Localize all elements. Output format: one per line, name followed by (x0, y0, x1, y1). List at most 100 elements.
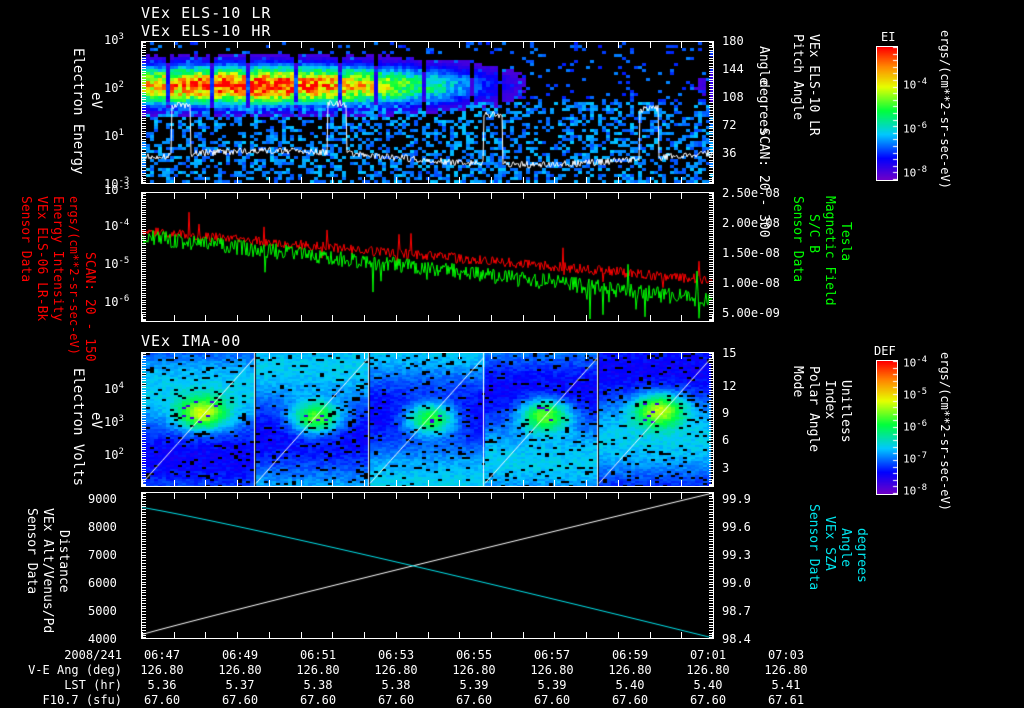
axis-tick (709, 606, 713, 607)
axis-tick (142, 368, 146, 369)
table-cell: 06:47 (143, 648, 181, 662)
axis-tick (142, 587, 146, 588)
axis-tick (554, 177, 555, 183)
axis-tick (142, 592, 146, 593)
panel4-ytick-1: 8000 (88, 520, 117, 534)
axis-tick (709, 118, 713, 119)
axis-tick (142, 424, 146, 425)
panel3-rtick-2: 9 (722, 406, 730, 420)
axis-tick (142, 71, 146, 72)
axis-tick (142, 484, 146, 485)
axis-tick (491, 632, 492, 638)
axis-tick (709, 437, 713, 438)
axis-tick (174, 193, 175, 199)
axis-tick (142, 245, 146, 246)
table-cell: 126.80 (140, 663, 184, 677)
panel3-right-label-3: Index (822, 380, 837, 420)
panel1-rtick-0: 180 (722, 34, 744, 48)
axis-tick (364, 480, 365, 486)
axis-tick (142, 405, 146, 406)
axis-tick (709, 380, 713, 381)
axis-tick (142, 582, 146, 583)
axis-tick (709, 469, 713, 470)
axis-tick (709, 432, 713, 433)
axis-tick (709, 407, 713, 408)
axis-tick (709, 444, 713, 445)
axis-tick (142, 471, 146, 472)
axis-tick (142, 58, 146, 59)
axis-tick (269, 315, 270, 321)
axis-tick (174, 353, 175, 359)
axis-tick (709, 617, 713, 618)
axis-tick (142, 139, 146, 140)
axis-tick (332, 480, 333, 486)
axis-tick (554, 480, 555, 486)
axis-tick (142, 278, 146, 279)
axis-tick (459, 632, 460, 638)
axis-tick (142, 81, 146, 82)
axis-tick (142, 417, 146, 418)
axis-tick (459, 315, 460, 321)
axis-tick (142, 452, 146, 453)
axis-tick (709, 200, 713, 201)
axis-tick (709, 476, 713, 477)
axis-tick (142, 266, 146, 267)
panel1-plot-area[interactable] (141, 41, 714, 184)
panel3-plot-area[interactable] (141, 352, 714, 487)
axis-tick (174, 42, 175, 48)
axis-tick (709, 528, 713, 529)
axis-tick (709, 378, 713, 379)
axis-tick (709, 514, 713, 515)
axis-tick (709, 110, 713, 111)
axis-tick (142, 252, 146, 253)
axis-tick (364, 177, 365, 183)
panel2-plot-area[interactable] (141, 192, 714, 322)
panel1-rtick-4: 36 (722, 146, 737, 160)
axis-tick (142, 611, 146, 612)
table-cell: 07:01 (689, 648, 727, 662)
axis-tick (237, 42, 238, 48)
axis-tick (142, 94, 146, 95)
axis-tick (709, 107, 713, 108)
table-cell: 67.60 (221, 693, 259, 707)
table-cell: 06:59 (611, 648, 649, 662)
axis-tick (709, 126, 713, 127)
axis-tick (142, 622, 146, 623)
axis-tick (709, 544, 713, 545)
table-cell: 5.38 (381, 678, 411, 692)
axis-tick (142, 506, 146, 507)
panel4-left-label-1: Sensor Data (24, 508, 39, 595)
axis-tick (709, 625, 713, 626)
axis-tick (142, 442, 146, 443)
axis-tick (709, 141, 713, 142)
axis-tick (428, 632, 429, 638)
axis-tick (142, 504, 146, 505)
axis-tick (709, 84, 713, 85)
panel1-y-axis-label: Electron Energy (70, 48, 86, 174)
axis-tick (709, 269, 713, 270)
panel1-ytick-1: 102 (104, 80, 124, 95)
axis-tick (142, 157, 146, 158)
axis-tick (142, 144, 146, 145)
axis-tick (142, 509, 146, 510)
axis-tick (428, 177, 429, 183)
axis-tick (709, 412, 713, 413)
table-cell: 67.60 (455, 693, 493, 707)
axis-tick (142, 123, 146, 124)
axis-tick (709, 400, 713, 401)
panel4-ytick-3: 6000 (88, 576, 117, 590)
axis-tick (142, 549, 146, 550)
axis-tick (364, 632, 365, 638)
table-cell: 126.80 (608, 663, 652, 677)
axis-tick (709, 60, 713, 61)
axis-tick (174, 493, 175, 499)
axis-tick (142, 180, 146, 181)
panel2-left-label-4: ergs/(cm**2-sr-sec-eV) (67, 196, 81, 355)
axis-tick (586, 315, 587, 321)
colorbar2-tick-3: 10-7 (903, 451, 928, 466)
panel4-plot-area[interactable] (141, 492, 714, 639)
axis-tick (709, 170, 713, 171)
axis-tick (712, 353, 713, 359)
axis-tick (364, 493, 365, 499)
